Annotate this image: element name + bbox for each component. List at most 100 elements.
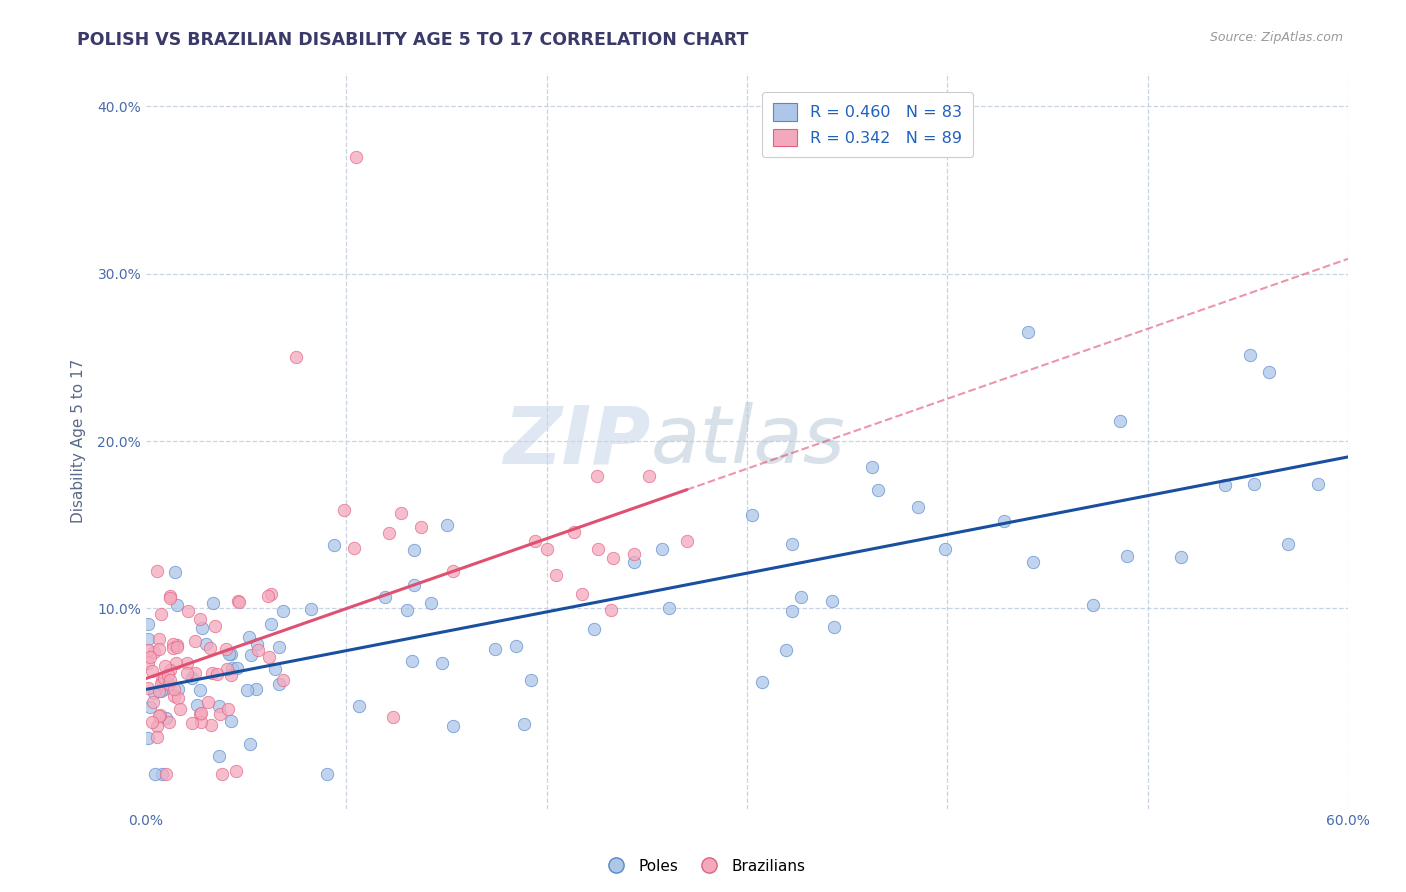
Point [676,534,699,549]
Point [200,718,222,732]
Point [188,706,211,721]
Text: POLISH VS BRAZILIAN DISABILITY AGE 5 TO 17 CORRELATION CHART: POLISH VS BRAZILIAN DISABILITY AGE 5 TO … [77,31,749,49]
Point [1170,549,1192,564]
Point [219,648,242,662]
Y-axis label: Disability Age 5 to 17: Disability Age 5 to 17 [72,359,86,523]
Point [141,715,163,730]
Point [1239,347,1261,361]
Point [299,602,322,616]
Point [162,637,184,651]
Point [264,662,287,676]
Point [166,691,188,706]
Point [149,707,172,722]
Point [166,598,188,612]
Point [207,748,229,763]
Point [441,564,464,578]
Point [401,654,423,668]
Text: atlas: atlas [651,402,845,480]
Point [146,730,169,744]
Point [285,351,308,365]
Point [260,617,283,632]
Point [153,659,176,673]
Point [586,468,609,483]
Point [823,620,845,634]
Point [1108,414,1130,428]
Point [221,661,243,675]
Point [524,534,547,549]
Point [322,537,344,551]
Point [907,500,929,514]
Point [571,587,593,601]
Point [267,640,290,654]
Point [219,668,242,682]
Point [790,590,813,604]
Point [343,541,366,555]
Point [271,605,294,619]
Point [162,641,184,656]
Point [136,731,159,745]
Point [139,649,162,664]
Point [186,698,208,713]
Point [150,683,173,698]
Point [257,649,280,664]
Point [315,767,337,781]
Text: Source: ZipAtlas.com: Source: ZipAtlas.com [1209,31,1343,45]
Point [862,460,884,475]
Point [190,715,212,730]
Point [163,682,186,697]
Point [751,674,773,689]
Point [201,665,224,680]
Point [159,591,181,606]
Point [600,603,623,617]
Point [513,716,536,731]
Point [637,468,659,483]
Point [136,632,159,647]
Point [155,767,177,781]
Point [246,643,269,657]
Point [651,542,673,557]
Point [139,699,162,714]
Point [176,604,198,618]
Point [1017,326,1039,340]
Point [602,550,624,565]
Point [197,695,219,709]
Point [238,630,260,644]
Point [153,671,176,685]
Point [658,600,681,615]
Point [374,591,396,605]
Point [159,663,181,677]
Point [273,673,295,687]
Point [260,587,283,601]
Point [136,643,159,657]
Point [395,603,418,617]
Point [194,638,217,652]
Point [181,716,204,731]
Point [582,622,605,636]
Point [780,604,803,618]
Point [1022,555,1045,569]
Point [166,682,188,697]
Point [198,641,221,656]
Point [217,702,239,716]
Point [156,667,179,681]
Point [225,661,247,675]
Point [142,695,165,709]
Point [868,483,890,497]
Point [215,641,238,656]
Point [536,541,558,556]
Point [402,543,425,558]
Legend: R = 0.460   N = 83, R = 0.342   N = 89: R = 0.460 N = 83, R = 0.342 N = 89 [762,92,973,157]
Point [821,594,844,608]
Point [166,640,188,654]
Point [344,150,367,164]
Point [146,564,169,578]
Point [208,707,231,722]
Point [420,596,443,610]
Point [347,698,370,713]
Point [1257,365,1279,379]
Point [382,710,405,724]
Point [157,676,180,690]
Point [1213,478,1236,492]
Point [623,555,645,569]
Point [1083,598,1105,612]
